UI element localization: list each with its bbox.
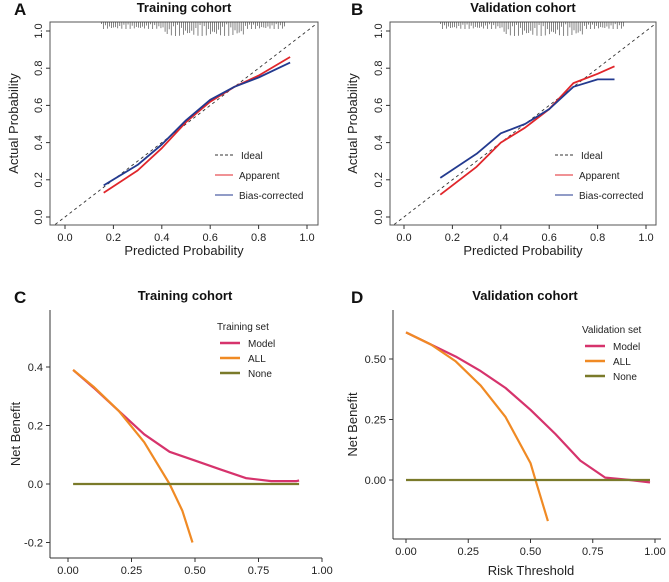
- x-axis-label: Predicted Probability: [463, 243, 583, 258]
- x-tick-label: 0.00: [395, 546, 416, 558]
- x-tick-label: 1.0: [638, 232, 653, 244]
- y-tick-label: 0.4: [373, 135, 385, 150]
- series-line-model: [72, 369, 300, 483]
- y-tick-label: 0.2: [373, 172, 385, 187]
- series-line-apparent: [103, 56, 291, 194]
- series-line-bias-corrected: [103, 61, 291, 187]
- y-tick-label: 0.0: [33, 209, 45, 224]
- y-axis-label: Actual Probability: [345, 73, 360, 174]
- panel-b: B Validation cohort 0.0 0.2 0.4 0.6 0.8 1.0 0.0 0…: [345, 0, 657, 258]
- x-tick-label: 0.4: [493, 232, 508, 244]
- panel-label: C: [14, 288, 26, 307]
- legend-title: Training set: [217, 322, 269, 333]
- x-tick-label: 0.2: [445, 232, 460, 244]
- series-line-bias-corrected: [439, 78, 615, 179]
- x-tick-label: 0.0: [396, 232, 411, 244]
- x-tick-label: 0.0: [57, 232, 72, 244]
- legend-label: None: [613, 372, 637, 383]
- panel-c: C Training cohort 0.00 0.25 0.50 0.75 1.00 -0.2…: [8, 288, 333, 577]
- y-tick-label: 0.6: [33, 98, 45, 113]
- panel-d: D Validation cohort 0.00 0.25 0.50 0.75 1.00 0.…: [345, 288, 666, 578]
- legend-label: Model: [248, 339, 275, 350]
- panel-label: A: [14, 0, 26, 19]
- legend-label: Ideal: [581, 151, 603, 162]
- x-tick-label: 0.6: [203, 232, 218, 244]
- x-axis-label: Risk Threshold: [488, 563, 574, 578]
- y-tick-label: 0.2: [28, 421, 43, 433]
- y-tick-label: 0.0: [373, 209, 385, 224]
- y-tick-label: 0.8: [373, 61, 385, 76]
- plot-frame: [49, 21, 319, 226]
- panel-a: A Training cohort 0.0 0.2 0.4 0.6 0.8 1.0 0.0 0.2…: [6, 0, 319, 258]
- y-tick-label: 1.0: [373, 23, 385, 38]
- series-line-model: [405, 331, 651, 484]
- x-tick-label: 0.8: [251, 232, 266, 244]
- y-axis-label: Actual Probability: [6, 73, 21, 174]
- legend-label: Bias-corrected: [239, 191, 303, 202]
- chart-title: Training cohort: [137, 0, 232, 15]
- y-axis-label: Net Benefit: [8, 401, 23, 466]
- chart-title: Validation cohort: [472, 288, 578, 303]
- legend-label: Model: [613, 342, 640, 353]
- legend-label: Bias-corrected: [579, 191, 643, 202]
- y-tick-label: -0.2: [24, 538, 43, 550]
- legend-label: Apparent: [579, 171, 620, 182]
- y-tick-label: 0.6: [373, 98, 385, 113]
- x-tick-label: 0.75: [582, 546, 603, 558]
- legend-label: None: [248, 369, 272, 380]
- x-axis-label: Predicted Probability: [124, 243, 244, 258]
- legend-title: Validation set: [582, 325, 642, 336]
- plot-frame: [389, 21, 657, 226]
- legend-label: ALL: [613, 357, 631, 368]
- x-tick-label: 0.2: [106, 232, 121, 244]
- legend-label: Apparent: [239, 171, 280, 182]
- x-tick-label: 0.00: [57, 565, 78, 577]
- y-tick-label: 0.8: [33, 61, 45, 76]
- y-tick-label: 1.0: [33, 23, 45, 38]
- y-tick-label: 0.50: [365, 354, 386, 366]
- series-line-all: [72, 369, 194, 543]
- x-tick-label: 1.00: [644, 546, 665, 558]
- x-tick-label: 0.25: [458, 546, 479, 558]
- y-tick-label: 0.0: [28, 479, 43, 491]
- series-line-ideal: [55, 23, 317, 225]
- x-tick-label: 1.00: [311, 565, 332, 577]
- series-line-apparent: [439, 65, 615, 196]
- legend-label: Ideal: [241, 151, 263, 162]
- x-tick-label: 0.4: [154, 232, 169, 244]
- y-tick-label: 0.4: [33, 135, 45, 150]
- x-tick-label: 0.75: [248, 565, 269, 577]
- y-tick-label: 0.2: [33, 172, 45, 187]
- panel-label: D: [351, 288, 363, 307]
- y-tick-label: 0.25: [365, 415, 386, 427]
- x-tick-label: 0.6: [542, 232, 557, 244]
- x-tick-label: 1.0: [299, 232, 314, 244]
- chart-title: Validation cohort: [470, 0, 576, 15]
- y-tick-label: 0.4: [28, 362, 43, 374]
- legend-label: ALL: [248, 354, 266, 365]
- chart-title: Training cohort: [138, 288, 233, 303]
- x-tick-label: 0.50: [520, 546, 541, 558]
- x-tick-label: 0.25: [121, 565, 142, 577]
- y-axis-label: Net Benefit: [345, 392, 360, 457]
- panel-label: B: [351, 0, 363, 19]
- x-tick-label: 0.50: [184, 565, 205, 577]
- series-line-all: [405, 331, 549, 522]
- y-tick-label: 0.00: [365, 475, 386, 487]
- x-tick-label: 0.8: [590, 232, 605, 244]
